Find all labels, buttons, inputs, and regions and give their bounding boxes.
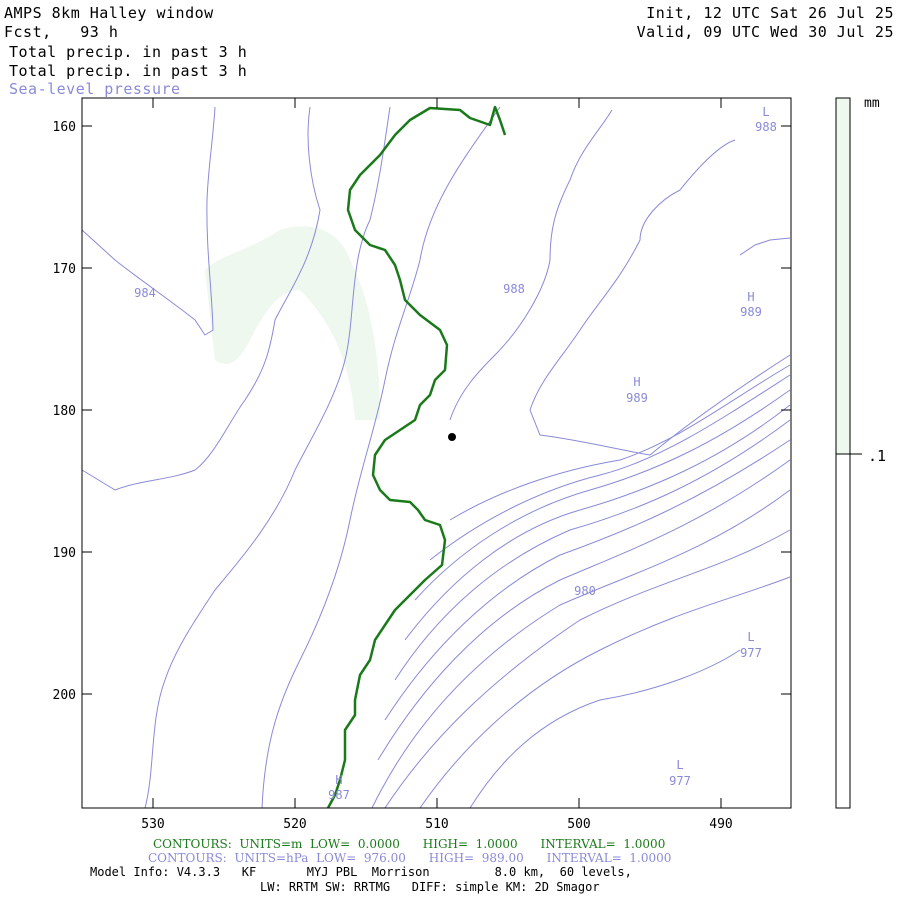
isobar [394, 419, 791, 681]
isobar [529, 139, 791, 456]
colorbar-lower [835, 453, 851, 809]
isobar [144, 106, 391, 809]
pressure-center-value: 987 [328, 788, 350, 802]
y-tick-label: 190 [53, 546, 76, 561]
isobar [377, 459, 791, 761]
init-time: Init, 12 UTC Sat 26 Jul 25 [646, 4, 894, 22]
pressure-center-type: H [747, 290, 754, 304]
y-tick-label: 170 [53, 262, 76, 277]
colorbar-upper [835, 97, 851, 455]
field-label-2: Total precip. in past 3 h [9, 62, 248, 80]
pressure-center-type: L [762, 105, 769, 119]
y-tick-label: 200 [53, 688, 76, 703]
isobar-label: 988 [503, 282, 525, 296]
x-tick-label: 520 [283, 817, 306, 832]
precip-area [205, 226, 380, 420]
isobar [371, 489, 791, 809]
precip-contour-info: CONTOURS: UNITS=m LOW= 0.0000 HIGH= 1.00… [153, 837, 666, 851]
field-label-1: Total precip. in past 3 h [9, 43, 248, 61]
halley-station-marker [448, 433, 456, 441]
physics-info: LW: RRTM SW: RRTMG DIFF: simple KM: 2D S… [260, 880, 600, 894]
pressure-center-type: H [335, 773, 342, 787]
slp-contour-info: CONTOURS: UNITS=hPa LOW= 976.00 HIGH= 98… [148, 851, 672, 865]
x-tick-label: 490 [709, 817, 732, 832]
isobar-label: 980 [574, 584, 596, 598]
forecast-hour: Fcst, 93 h [4, 23, 119, 41]
pressure-center-value: 977 [669, 774, 691, 788]
y-tick-label: 180 [53, 404, 76, 419]
isobar [81, 106, 321, 491]
field-label-3: Sea-level pressure [9, 80, 181, 98]
pressure-center-value: 989 [626, 391, 648, 405]
isobar [384, 439, 791, 721]
pressure-center-type: L [747, 630, 754, 644]
x-tick-label: 530 [141, 817, 164, 832]
pressure-center-type: H [633, 375, 640, 389]
isobar [739, 237, 791, 256]
isobar [419, 576, 791, 809]
colorbar-level: .1 [868, 447, 886, 465]
isobar [81, 106, 216, 336]
isobar [469, 649, 741, 809]
isobar [429, 374, 791, 561]
model-info: Model Info: V4.3.3 KF MYJ PBL Morrison 8… [90, 865, 632, 879]
isobar [449, 364, 791, 521]
y-tick-label: 160 [53, 120, 76, 135]
x-tick-label: 510 [425, 817, 448, 832]
pressure-center-type: L [676, 758, 683, 772]
isobar-label: 984 [134, 286, 156, 300]
pressure-center-value: 977 [740, 646, 762, 660]
isobar [449, 109, 613, 421]
x-tick-label: 500 [567, 817, 590, 832]
valid-time: Valid, 09 UTC Wed 30 Jul 25 [636, 23, 894, 41]
plot-frame [81, 97, 792, 809]
pressure-center-value: 989 [740, 305, 762, 319]
colorbar-unit: mm [864, 96, 880, 111]
isobar [414, 389, 791, 601]
pressure-center-value: 988 [755, 120, 777, 134]
isobar [261, 106, 501, 809]
model-title: AMPS 8km Halley window [4, 4, 214, 22]
isobar [384, 529, 791, 809]
precip-contour [326, 105, 507, 809]
isobar [404, 404, 791, 641]
